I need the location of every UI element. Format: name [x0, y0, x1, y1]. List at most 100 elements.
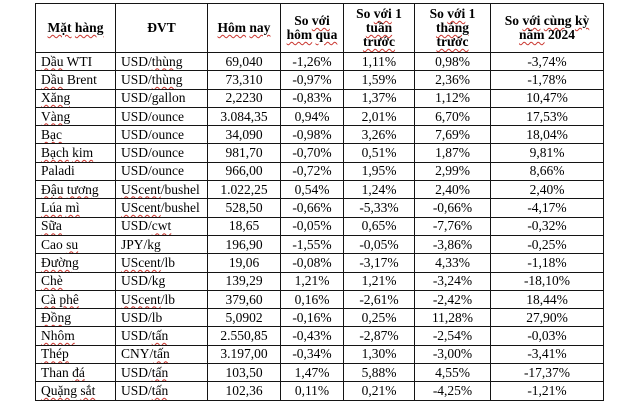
cell-vs-week: 0,51%	[343, 143, 415, 163]
spellcheck-flagged-word: tấn	[151, 328, 169, 344]
cell-today: 102,36	[207, 381, 281, 401]
spellcheck-flagged-word: Chè	[41, 273, 63, 289]
spellcheck-flagged-word: UScent	[121, 200, 161, 216]
cell-vs-week: 1,21%	[343, 271, 415, 291]
cell-unit: UScent/lb	[115, 253, 208, 273]
cell-vs-yesterday: -0,08%	[280, 253, 344, 273]
spellcheck-flagged-word: Thép	[41, 346, 69, 362]
spellcheck-flagged-word: với	[447, 6, 466, 21]
cell-vs-month: -3,86%	[414, 234, 491, 255]
cell-commodity: Quặng sắt	[35, 381, 116, 401]
cell-commodity: Sữa	[35, 216, 116, 236]
cell-vs-yesterday: -0,34%	[280, 344, 344, 365]
cell-vs-yesterday: -0,83%	[280, 88, 344, 108]
cell-vs-month: 2,40%	[414, 180, 491, 200]
table-row: Nhôm USD/tấn 2.550,85 -0,43% -2,87% -2,54% -0,…	[35, 326, 604, 346]
cell-unit: UScent/lb	[115, 289, 208, 310]
spellcheck-flagged-word: kim	[72, 145, 94, 161]
table-row: Dầu Brent USD/thùng 73,310 -0,97% 1,59% 2,36%…	[35, 70, 604, 90]
cell-vs-year: 2,40%	[490, 180, 604, 200]
spellcheck-flagged-word: nay	[249, 20, 271, 35]
cell-commodity: Dầu WTI	[35, 51, 116, 72]
cell-vs-month: -2,42%	[414, 289, 491, 310]
spellcheck-flagged-word: năm	[519, 27, 545, 42]
spellcheck-flagged-word: cùng	[543, 13, 572, 28]
cell-vs-month: -7,76%	[414, 216, 491, 236]
cell-vs-week: -3,17%	[343, 253, 415, 273]
table-row: Chè USD/kg 139,29 1,21% 1,21% -3,24% -18,10%	[35, 271, 604, 291]
cell-vs-year: 17,53%	[490, 106, 604, 127]
table-header: Mặt hàng ĐVT Hôm nay So với hôm qua So v…	[35, 3, 604, 53]
cell-unit: USD/thùng	[115, 51, 208, 72]
header-cell-vs-year-2024: So với cùng kỳ năm 2024	[490, 3, 604, 53]
cell-vs-month: 2,99%	[414, 161, 491, 182]
spellcheck-flagged-word: Đậu	[41, 181, 64, 197]
spellcheck-flagged-word: UScent	[121, 291, 161, 307]
table-row: Cà phê UScent/lb 379,60 0,16% -2,61% -2,42% 18…	[35, 289, 604, 310]
cell-vs-week: 1,24%	[343, 180, 415, 200]
cell-vs-year: -3,74%	[490, 51, 604, 72]
cell-vs-yesterday: -0,98%	[280, 125, 344, 145]
spellcheck-flagged-word: Mặt	[47, 20, 72, 35]
cell-vs-month: 11,28%	[414, 308, 491, 328]
cell-vs-year: -0,32%	[490, 216, 604, 236]
spellcheck-flagged-word: mì	[65, 200, 80, 216]
table-row: Thép CNY/tấn 3.197,00 -0,34% 1,30% -3,00% -3,4…	[35, 344, 604, 365]
cell-vs-week: -2,61%	[343, 289, 415, 310]
spellcheck-flagged-word: Dầu	[41, 71, 64, 87]
cell-unit: USD/gallon	[115, 88, 208, 108]
cell-vs-year: 27,90%	[490, 308, 604, 328]
cell-vs-week: -2,87%	[343, 326, 415, 346]
header-cell-vs-week: So với 1 tuần trước	[343, 3, 415, 53]
cell-vs-year: 9,81%	[490, 143, 604, 163]
spellcheck-flagged-word: Bạc	[41, 126, 62, 142]
cell-vs-week: 1,37%	[343, 88, 415, 108]
cell-vs-month: 7,69%	[414, 125, 491, 145]
table-body: Dầu WTI USD/thùng 69,040 -1,26% 1,11% 0,98% -3…	[35, 51, 604, 401]
cell-vs-week: 0,65%	[343, 216, 415, 236]
cell-commodity: Lúa mì	[35, 198, 116, 218]
table-row: Quặng sắt USD/tấn 102,36 0,11% 0,21% -4,25% -1…	[35, 381, 604, 401]
table-row: Dầu WTI USD/thùng 69,040 -1,26% 1,11% 0,98% -3…	[35, 51, 604, 72]
spellcheck-flagged-word: phê	[59, 291, 79, 307]
spellcheck-flagged-word: tấn	[151, 364, 169, 380]
cell-vs-yesterday: -0,72%	[280, 161, 344, 182]
cell-vs-yesterday: -0,43%	[280, 326, 344, 346]
cell-unit: USD/lb	[115, 308, 208, 328]
cell-today: 2.550,85	[207, 326, 281, 346]
spellcheck-flagged-word: Bạch	[41, 145, 69, 161]
spellcheck-flagged-word: Cà	[41, 291, 56, 307]
table-row: Vàng USD/ounce 3.084,35 0,94% 2,01% 6,70% 17,5…	[35, 106, 604, 127]
spellcheck-flagged-word: thùng	[151, 53, 183, 69]
cell-vs-yesterday: 0,16%	[280, 289, 344, 310]
cell-today: 1.022,25	[207, 180, 281, 200]
cell-vs-year: -4,17%	[490, 198, 604, 218]
cell-today: 3.197,00	[207, 344, 281, 365]
cell-vs-year: 18,44%	[490, 289, 604, 310]
cell-vs-month: 6,70%	[414, 106, 491, 127]
cell-vs-yesterday: -1,55%	[280, 234, 344, 255]
spellcheck-flagged-word: hàng	[74, 20, 104, 35]
spellcheck-flagged-word: với	[373, 6, 392, 21]
spellcheck-flagged-word: Sữa	[41, 218, 62, 234]
cell-vs-year: -3,41%	[490, 344, 604, 365]
cell-unit: USD/tấn	[115, 363, 208, 383]
cell-commodity: Thép	[35, 344, 116, 365]
cell-vs-month: 0,98%	[414, 51, 491, 72]
cell-vs-yesterday: -0,70%	[280, 143, 344, 163]
cell-vs-yesterday: 0,54%	[280, 180, 344, 200]
cell-unit: USD/ounce	[115, 161, 208, 182]
cell-vs-yesterday: -0,97%	[280, 70, 344, 90]
spellcheck-flagged-word: tấn	[151, 382, 169, 398]
cell-vs-month: 1,12%	[414, 88, 491, 108]
cell-commodity: Cao su	[35, 234, 116, 255]
spellcheck-flagged-word: UScent	[121, 181, 161, 197]
spellcheck-flagged-word: tuần	[365, 20, 393, 35]
cell-today: 34,090	[207, 125, 281, 145]
spellcheck-flagged-word: Đồng	[41, 309, 71, 325]
spellcheck-flagged-word: UScent	[121, 254, 161, 270]
cell-unit: USD/thùng	[115, 70, 208, 90]
table-row: Đậu tương UScent/bushel 1.022,25 0,54% 1,24%…	[35, 180, 604, 200]
spellcheck-flagged-word: tấn	[153, 346, 170, 362]
